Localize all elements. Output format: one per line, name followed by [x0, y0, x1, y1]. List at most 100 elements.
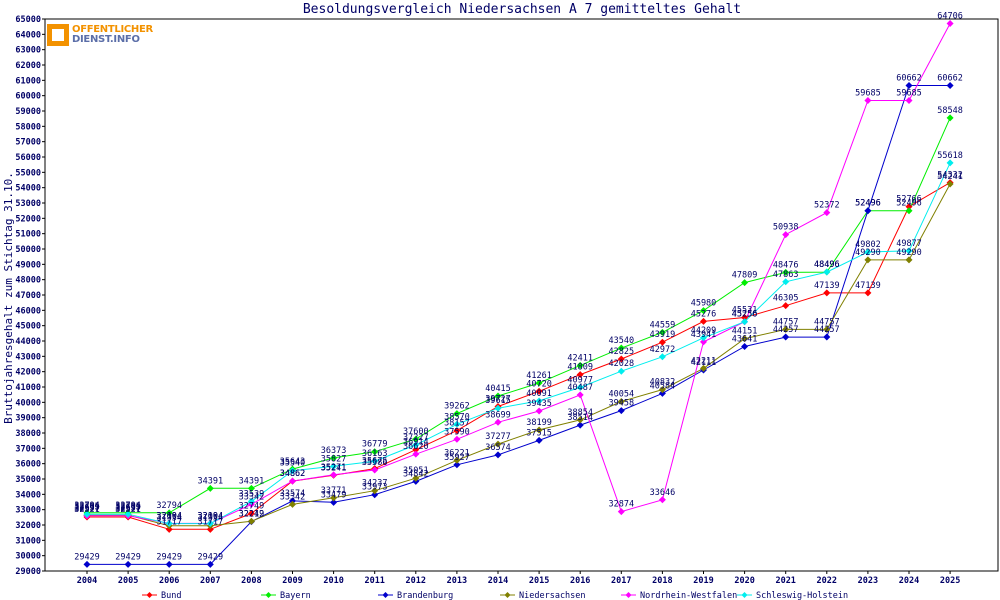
- series-line-1: [87, 117, 951, 514]
- data-point: [823, 333, 831, 341]
- data-point: [330, 471, 338, 479]
- data-point: [206, 520, 214, 528]
- x-tick-label: 2014: [488, 576, 508, 586]
- data-point: [864, 289, 872, 297]
- x-tick-label: 2024: [899, 576, 919, 586]
- data-label: 44257: [814, 325, 840, 335]
- y-axis: 29000 30000 31000 32000 33000 34000 35000 36000…: [15, 15, 45, 577]
- series-line-5: [87, 162, 951, 525]
- data-label: 32104: [198, 511, 224, 521]
- data-label: 33973: [362, 483, 388, 493]
- data-label: 33539: [239, 489, 265, 499]
- y-tick-label: 55000: [15, 168, 41, 178]
- data-point: [700, 307, 707, 315]
- data-label: 54241: [937, 172, 963, 182]
- data-point: [782, 231, 790, 239]
- y-tick-label: 40000: [15, 398, 41, 408]
- data-point: [289, 500, 296, 508]
- data-label: 44559: [650, 320, 676, 330]
- data-label: 58548: [937, 106, 963, 116]
- legend-label: Nordrhein-Westfalen: [640, 591, 737, 600]
- data-label: 32705: [74, 502, 100, 512]
- x-tick-label: 2020: [734, 576, 754, 586]
- data-point: [864, 248, 872, 256]
- data-label: 40487: [567, 383, 593, 393]
- data-point: [905, 82, 913, 90]
- y-tick-label: 41000: [15, 383, 41, 393]
- data-label: 32705: [115, 502, 141, 512]
- y-tick-label: 49000: [15, 260, 41, 270]
- data-point: [905, 203, 913, 211]
- data-label: 38570: [444, 412, 470, 422]
- data-label: 39458: [609, 399, 635, 409]
- data-point: [617, 398, 625, 406]
- legend-marker: [741, 592, 748, 598]
- data-label: 32521: [115, 505, 141, 515]
- data-point: [371, 457, 379, 465]
- y-tick-label: 51000: [15, 230, 41, 240]
- data-point: [576, 371, 584, 379]
- data-label: 47863: [773, 270, 799, 280]
- data-point: [124, 560, 132, 568]
- data-label: 32597: [74, 504, 100, 514]
- data-point: [535, 426, 543, 434]
- data-point: [535, 407, 543, 415]
- data-label: 50938: [773, 223, 799, 233]
- data-point: [453, 427, 461, 435]
- data-point: [658, 328, 666, 336]
- y-tick-label: 48000: [15, 276, 41, 286]
- data-label: 33574: [280, 489, 306, 499]
- data-point: [658, 496, 666, 504]
- x-tick-label: 2012: [406, 576, 426, 586]
- data-label: 44209: [691, 326, 717, 336]
- y-tick-label: 31000: [15, 536, 41, 546]
- data-label: 29429: [115, 552, 141, 562]
- data-label: 44757: [773, 317, 799, 327]
- x-tick-label: 2025: [940, 576, 960, 586]
- data-point: [453, 420, 461, 428]
- y-tick-label: 60000: [15, 92, 41, 102]
- data-point: [535, 436, 543, 444]
- data-label: 34237: [362, 479, 388, 489]
- data-label: 59685: [896, 88, 922, 98]
- series-lines: [87, 23, 951, 565]
- data-label: 41809: [567, 363, 593, 373]
- data-point: [535, 379, 543, 387]
- data-point: [782, 268, 790, 276]
- data-label: 44757: [814, 317, 840, 327]
- data-label: 39435: [526, 399, 552, 409]
- legend-marker: [504, 592, 511, 598]
- data-label: 47809: [732, 271, 758, 281]
- data-point: [864, 256, 872, 264]
- data-label: 32104: [156, 511, 182, 521]
- data-label: 35643: [280, 457, 306, 467]
- data-label: 45256: [732, 310, 758, 320]
- data-label: 32749: [239, 502, 265, 512]
- data-label: 59685: [855, 88, 881, 98]
- series-line-4: [87, 23, 951, 524]
- data-label: 35271: [321, 463, 347, 473]
- y-tick-label: 56000: [15, 153, 41, 163]
- series-points: [83, 20, 954, 568]
- data-label: 35241: [321, 463, 347, 473]
- y-tick-label: 37000: [15, 444, 41, 454]
- data-point: [453, 410, 461, 418]
- data-point: [905, 207, 913, 215]
- data-point: [782, 333, 790, 341]
- data-point: [741, 314, 749, 322]
- data-point: [700, 317, 707, 325]
- legend-label: Niedersachsen: [519, 591, 586, 600]
- data-label: 32094: [156, 512, 182, 522]
- data-point: [165, 525, 173, 533]
- data-label: 29429: [74, 552, 100, 562]
- legend-marker: [382, 592, 389, 598]
- x-tick-label: 2015: [529, 576, 549, 586]
- y-tick-label: 63000: [15, 46, 41, 56]
- data-label: 32094: [198, 512, 224, 522]
- data-point: [494, 440, 502, 448]
- legend-label: Bayern: [280, 591, 311, 600]
- logo-line-2: DIENST.INFO: [72, 33, 140, 45]
- x-tick-label: 2005: [118, 576, 138, 586]
- data-label: 48476: [773, 260, 799, 270]
- data-point: [946, 20, 954, 28]
